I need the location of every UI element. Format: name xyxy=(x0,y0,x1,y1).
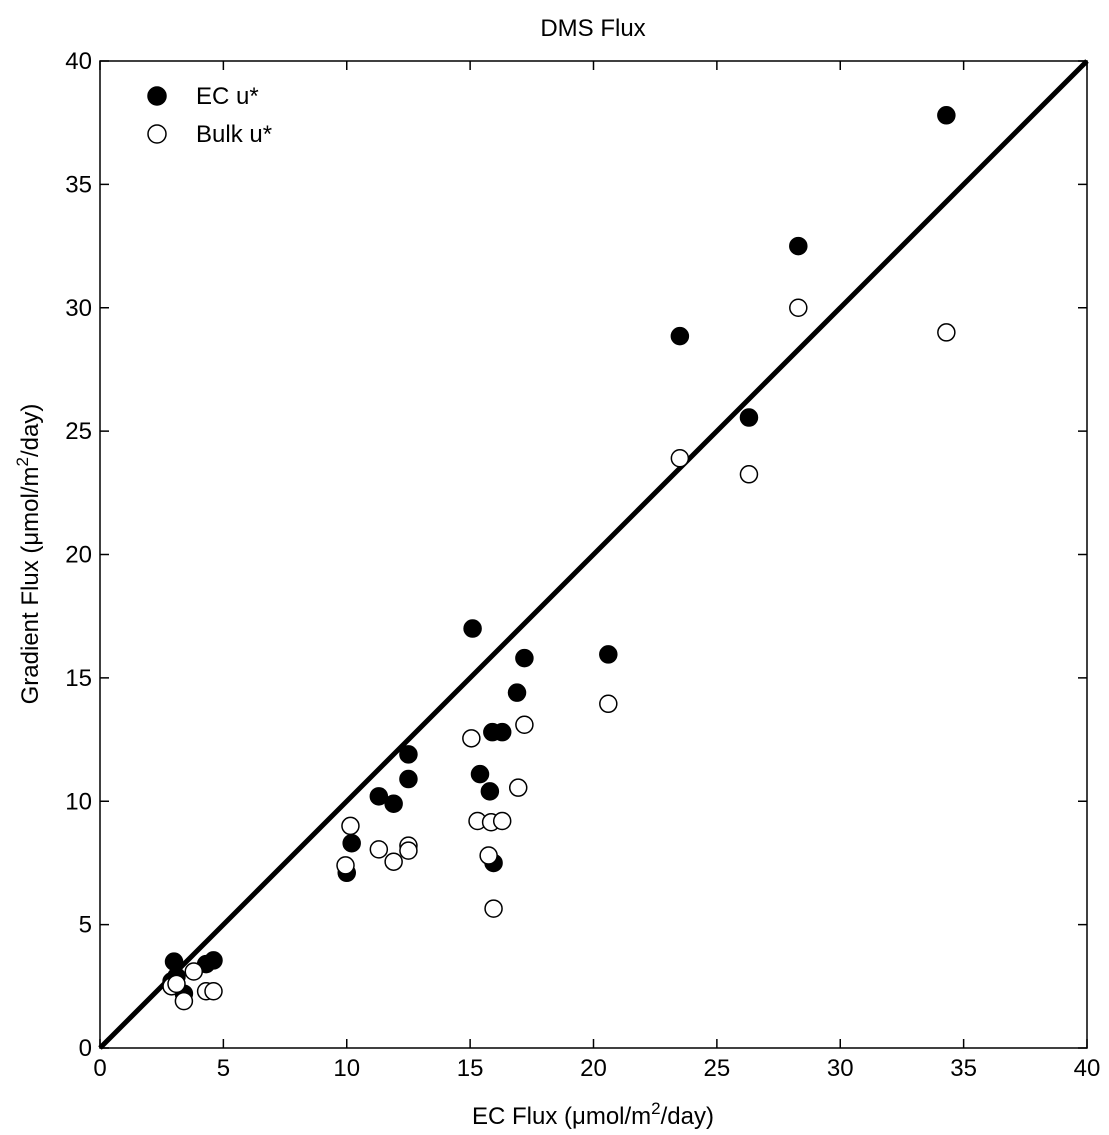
bulk-u-point-18 xyxy=(508,778,528,797)
bulk-u-point-23 xyxy=(789,298,808,317)
y-tick-label-5: 25 xyxy=(65,418,92,445)
ec-u-point-13 xyxy=(470,764,490,784)
y-tick-label-3: 15 xyxy=(65,665,92,692)
x-axis-label-suffix: /day) xyxy=(661,1103,714,1130)
bulk-u-point-16 xyxy=(484,899,503,918)
ec-u-point-20 xyxy=(599,645,618,664)
ec-u-point-8 xyxy=(369,787,389,806)
bulk-u-point-14 xyxy=(479,846,498,865)
x-tick-label-1: 5 xyxy=(217,1055,230,1082)
y-tick-label-2: 10 xyxy=(65,788,92,815)
bulk-u-point-1 xyxy=(167,974,186,994)
legend-marker-bulk-u xyxy=(147,124,167,144)
legend: EC u* Bulk u* xyxy=(147,83,272,148)
ec-u-point-19 xyxy=(515,648,534,668)
bulk-u-point-9 xyxy=(384,852,403,871)
ec-u-point-9 xyxy=(384,794,403,813)
y-axis-label-superscript: 2 xyxy=(13,457,32,466)
chart-title: DMS Flux xyxy=(540,15,645,42)
bulk-u-point-11 xyxy=(399,841,418,860)
ec-u-point-14 xyxy=(480,782,500,801)
x-axis-label-mu: μ xyxy=(572,1103,586,1130)
y-axis-label-prefix: Gradient Flux ( xyxy=(17,546,44,705)
x-axis-label-unit: mol/m xyxy=(586,1103,651,1130)
y-axis-label-mu: μ xyxy=(17,532,44,546)
ec-u-point-12 xyxy=(463,619,482,638)
bulk-u-point-24 xyxy=(937,323,956,342)
ec-u-point-11 xyxy=(399,769,418,789)
y-tick-label-7: 35 xyxy=(65,171,92,198)
bulk-u-point-22 xyxy=(739,465,759,484)
legend-label-bulk-u: Bulk u* xyxy=(196,121,272,148)
x-axis-label-superscript: 2 xyxy=(651,1099,660,1118)
bulk-u-point-20 xyxy=(599,694,618,714)
ec-u-point-10 xyxy=(399,745,418,764)
y-axis-label-unit: mol/m xyxy=(17,466,44,531)
ec-u-point-16 xyxy=(492,722,512,742)
ec-u-point-7 xyxy=(342,833,361,853)
y-tick-label-6: 30 xyxy=(65,295,92,322)
x-tick-label-8: 40 xyxy=(1074,1055,1101,1082)
bulk-u-point-19 xyxy=(515,715,534,735)
ec-u-point-22 xyxy=(739,408,759,427)
ec-u-point-23 xyxy=(789,236,808,256)
x-tick-label-3: 15 xyxy=(457,1055,484,1082)
x-axis-label-prefix: EC Flux ( xyxy=(472,1103,572,1130)
x-tick-label-6: 30 xyxy=(827,1055,854,1082)
x-tick-label-7: 35 xyxy=(950,1055,977,1082)
bulk-u-point-3 xyxy=(184,962,204,981)
bulk-u-point-21 xyxy=(670,449,690,468)
legend-label-ec-u: EC u* xyxy=(196,83,259,110)
y-tick-label-4: 20 xyxy=(65,542,92,569)
legend-marker-ec-u xyxy=(147,86,167,106)
bulk-u-point-6 xyxy=(336,856,355,875)
x-tick-label-4: 20 xyxy=(580,1055,607,1082)
ec-u-point-5 xyxy=(204,951,223,970)
data-points xyxy=(162,106,956,1011)
axis-ticks xyxy=(99,60,1088,1049)
y-tick-label-1: 5 xyxy=(79,912,92,939)
x-tick-label-2: 10 xyxy=(333,1055,360,1082)
bulk-u-point-12 xyxy=(462,729,481,748)
axis-tick-labels: 0 5 10 15 20 25 30 35 40 0 5 10 15 20 25 30 35 40 xyxy=(65,48,1100,1082)
bulk-u-point-8 xyxy=(369,840,389,859)
identity-line xyxy=(98,59,1089,1050)
bulk-u-point-7 xyxy=(341,816,360,836)
x-axis-label: EC Flux (μmol/m2/day) xyxy=(472,1099,714,1130)
y-tick-label-8: 40 xyxy=(65,48,92,75)
y-axis-label-suffix: /day) xyxy=(17,404,44,457)
x-tick-label-5: 25 xyxy=(704,1055,731,1082)
ec-u-point-21 xyxy=(670,326,690,346)
ec-u-point-24 xyxy=(937,106,956,125)
x-tick-label-0: 0 xyxy=(93,1055,106,1082)
bulk-u-point-17 xyxy=(492,811,512,831)
y-axis-label: Gradient Flux (μmol/m2/day) xyxy=(13,404,44,705)
bulk-u-point-2 xyxy=(174,991,194,1011)
bulk-u-point-5 xyxy=(204,981,223,1001)
y-tick-label-0: 0 xyxy=(79,1035,92,1062)
ec-u-point-18 xyxy=(507,683,527,702)
